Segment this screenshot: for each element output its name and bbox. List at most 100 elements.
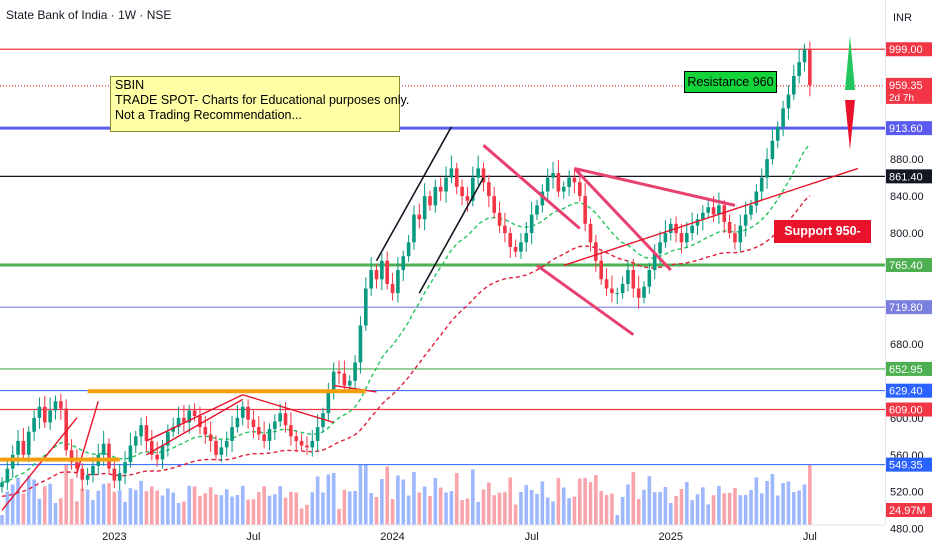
trendline-7	[375, 126, 453, 262]
volume-bar	[449, 491, 454, 525]
candle-body	[208, 434, 213, 441]
candle-body	[604, 279, 609, 289]
candle-body	[642, 286, 646, 298]
volume-bar	[364, 465, 368, 525]
currency-label[interactable]: INR	[893, 12, 912, 24]
volume-bar	[406, 495, 411, 525]
volume-bar	[722, 493, 727, 525]
volume-bar	[101, 483, 106, 525]
volume-bar	[417, 492, 422, 525]
candle-body	[53, 401, 58, 411]
volume-bar	[685, 482, 689, 525]
candle-body	[112, 468, 117, 481]
volume-bar	[208, 487, 213, 525]
volume-bar	[610, 493, 614, 525]
x-tick-label-1: Jul	[246, 531, 260, 543]
candle-body	[535, 205, 539, 215]
y-tick-label-1: 840.00	[890, 191, 924, 203]
callout-note[interactable]: SBIN TRADE SPOT- Charts for Educational …	[110, 76, 409, 132]
candle-body	[412, 214, 416, 243]
price-tag-bg-3	[886, 169, 932, 184]
price-tag-4: 765.40	[889, 260, 923, 272]
candle-body	[294, 436, 299, 441]
volume-bar	[69, 478, 74, 525]
candle-body	[476, 168, 480, 178]
price-tag-bg-9	[886, 457, 932, 472]
candle-body	[759, 177, 764, 192]
volume-bar	[390, 499, 395, 525]
volume-bar	[133, 490, 138, 525]
candle-body	[396, 270, 400, 294]
chart-title: State Bank of India · 1W · NSE	[6, 8, 172, 22]
price-tag-bg-8	[886, 402, 932, 417]
candle-body	[251, 419, 256, 428]
candle-body	[182, 417, 186, 423]
volume-bar	[727, 492, 732, 525]
candle-body	[401, 256, 406, 271]
volume-bar	[5, 491, 10, 525]
candle-body	[722, 205, 727, 222]
candle-body	[711, 207, 716, 215]
volume-bar	[674, 496, 678, 525]
volume-bar	[438, 487, 443, 525]
note-line-1: SBIN	[115, 78, 145, 92]
volume-bar	[59, 498, 63, 525]
candle-body	[10, 454, 15, 469]
candle-body	[781, 108, 785, 127]
volume-bar	[321, 492, 325, 525]
volume-bar	[187, 485, 192, 525]
volume-bar	[701, 487, 705, 525]
candle-body	[808, 49, 812, 86]
candle-body	[390, 283, 395, 294]
volume-bar	[711, 495, 716, 525]
candle-body	[310, 440, 315, 448]
y-tick-label-6: 520.00	[890, 487, 924, 499]
volume-bar	[465, 498, 470, 525]
volume-bar	[32, 479, 36, 525]
volume-bar	[545, 497, 550, 525]
volume-bar	[283, 497, 288, 525]
candle-body	[738, 225, 743, 243]
candle-body	[64, 408, 68, 451]
price-tag-bg-6	[886, 361, 932, 376]
volume-bar	[0, 515, 4, 525]
candle-body	[433, 186, 438, 206]
candle-body	[16, 440, 20, 455]
volume-bar	[278, 486, 282, 525]
candle-body	[32, 417, 36, 432]
candle-body	[289, 425, 293, 437]
price-tag-6: 652.95	[889, 364, 923, 376]
candle-body	[80, 468, 85, 480]
volume-bar	[786, 481, 791, 525]
candle-body	[647, 270, 652, 287]
volume-bar	[519, 492, 523, 525]
candle-body	[203, 427, 208, 435]
resistance-label[interactable]: Resistance 960	[684, 71, 777, 93]
volume-bar	[369, 493, 373, 525]
x-tick-label-5: Jul	[803, 531, 817, 543]
volume-bar	[599, 491, 603, 525]
candle-body	[246, 406, 250, 420]
volume-bar	[808, 465, 812, 525]
candle-body	[101, 443, 106, 455]
trendline-6	[333, 384, 377, 393]
trendline-5	[242, 394, 334, 424]
candle-body	[578, 182, 582, 197]
candle-body	[364, 288, 368, 326]
candle-body	[5, 468, 10, 483]
candle-body	[454, 168, 459, 187]
x-tick-label-0: 2023	[102, 531, 126, 543]
candle-body	[701, 212, 705, 220]
candle-body	[465, 196, 470, 201]
candle-body	[337, 371, 341, 374]
price-tag-bg-2	[886, 121, 932, 136]
candle-body	[321, 413, 325, 428]
support-label[interactable]: Support 950-953	[774, 220, 871, 261]
y-tick-label-2: 800.00	[890, 228, 924, 240]
volume-bar	[717, 486, 721, 525]
candle-body	[406, 242, 411, 257]
candle-body	[567, 177, 571, 187]
volume-bar	[540, 481, 545, 525]
candle-body	[727, 221, 732, 234]
